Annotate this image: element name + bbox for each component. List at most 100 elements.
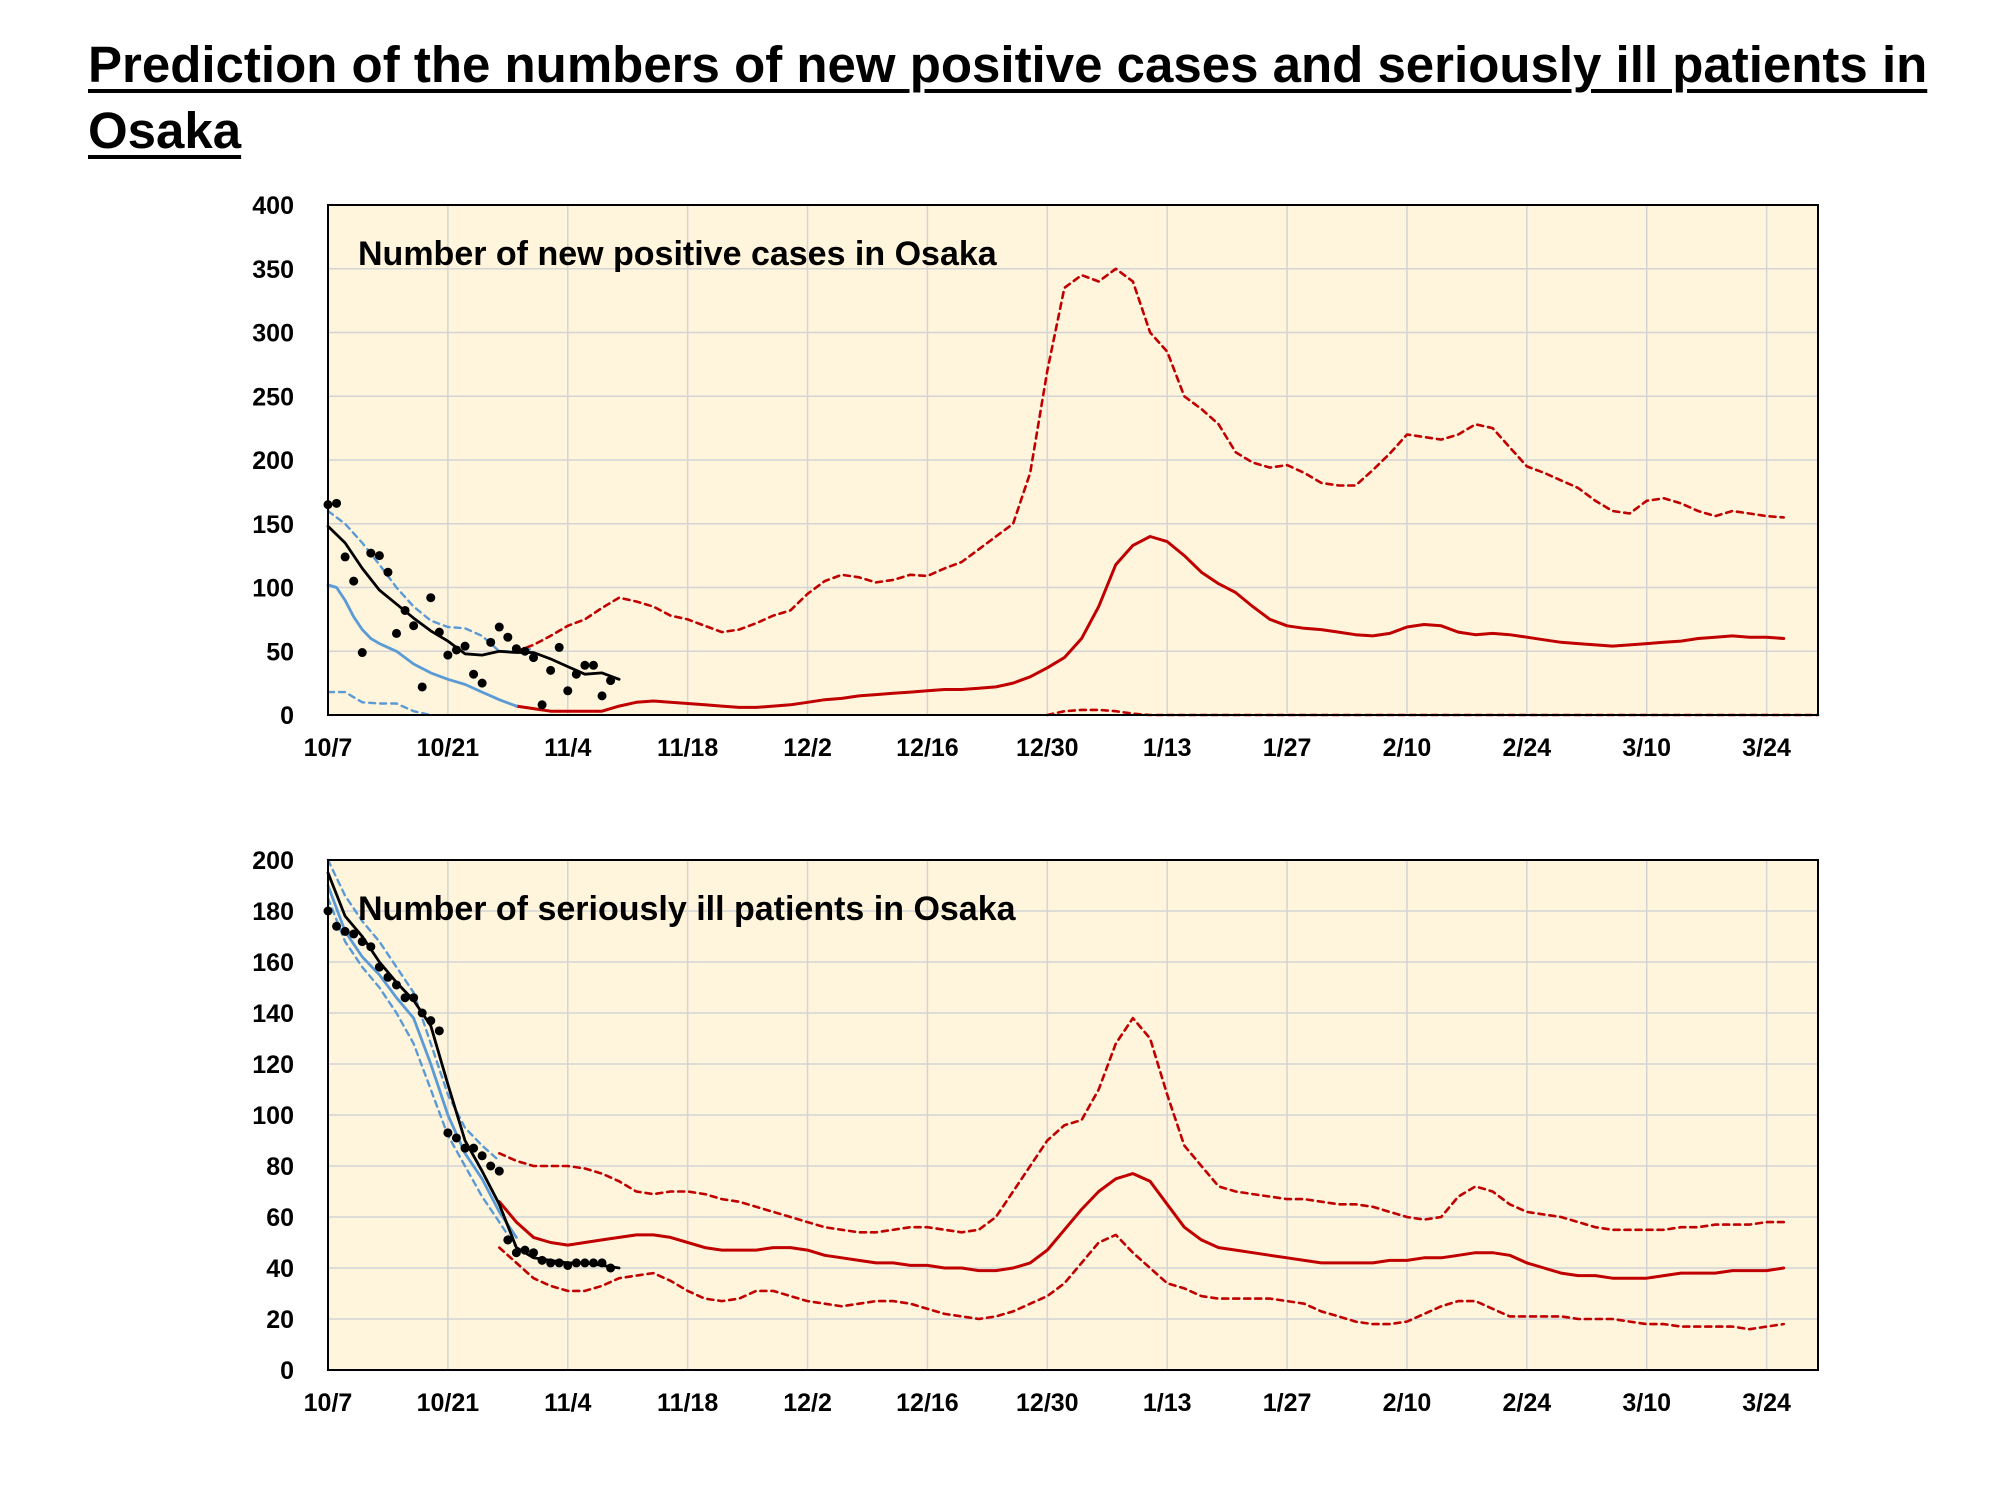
seriously-ill-patients-svg: 0 20 40 60 80 100 120 140 160 180 200 10/7 10/21 11/4…: [252, 847, 1819, 1417]
page-title: Prediction of the numbers of new positiv…: [88, 36, 1928, 159]
y-tick-label: 160: [252, 949, 294, 977]
observed-data-point: [332, 921, 342, 931]
x-tick-label: 3/24: [1742, 734, 1791, 762]
observed-data-point: [426, 593, 436, 603]
x-tick-label: 2/10: [1383, 734, 1432, 762]
observed-data-point: [486, 637, 496, 647]
x-tick-label: 12/30: [1016, 734, 1079, 762]
y-tick-label: 120: [252, 1051, 294, 1079]
observed-data-point: [588, 660, 598, 670]
x-tick-label: 2/10: [1383, 1389, 1432, 1417]
x-tick-label: 10/21: [417, 734, 480, 762]
x-tick-label: 2/24: [1503, 734, 1552, 762]
prediction-upper-line: [515, 267, 1785, 653]
observed-data-point: [571, 669, 581, 679]
observed-data-point: [588, 1258, 598, 1268]
observed-data-point: [349, 576, 359, 586]
observed-data-point: [417, 1008, 427, 1018]
x-tick-label: 12/2: [783, 1389, 832, 1417]
x-tick-label: 3/24: [1742, 1389, 1791, 1417]
x-tick-label: 3/10: [1622, 734, 1671, 762]
y-tick-label: 350: [252, 256, 294, 284]
plot-border: [327, 204, 1819, 716]
observed-data-point: [349, 929, 359, 939]
y-tick-label: 50: [266, 638, 294, 666]
x-tick-label: 11/18: [657, 1389, 718, 1417]
y-tick-label: 100: [252, 1102, 294, 1130]
observed-data-point: [332, 498, 342, 508]
observed-data-point: [409, 993, 419, 1003]
prediction-median-line: [497, 1172, 1786, 1280]
y-tick-label: 200: [252, 847, 294, 875]
observed-data-point: [537, 1255, 547, 1265]
observed-data-point: [503, 632, 513, 642]
x-tick-label: 11/18: [657, 734, 718, 762]
observed-data-point: [443, 1128, 453, 1138]
y-tick-label: 180: [252, 898, 294, 926]
x-tick-label: 12/16: [896, 1389, 959, 1417]
observed-data-point: [409, 621, 419, 631]
observed-data-point: [520, 1245, 530, 1255]
y-tick-label: 80: [266, 1153, 294, 1181]
model-fit-upper-line: [326, 858, 501, 1163]
y-tick-label: 0: [280, 702, 294, 730]
observed-data-point: [477, 678, 487, 688]
observed-data-point: [494, 622, 504, 632]
observed-data-point: [546, 665, 556, 675]
observed-data-point: [426, 1016, 436, 1026]
seriously-ill-patients-chart: 0 20 40 60 80 100 120 140 160 180 200 10/7 10/21 11/4…: [0, 845, 2000, 1445]
observed-data-point: [383, 567, 393, 577]
model-fit-upper-line: [326, 509, 535, 653]
observed-data-point: [443, 650, 453, 660]
y-tick-label: 40: [266, 1255, 294, 1283]
chart-title: Number of new positive cases in Osaka: [358, 235, 998, 273]
observed-data-point: [503, 1235, 513, 1245]
model-fit-line: [326, 884, 518, 1239]
observed-data-point: [374, 551, 384, 561]
model-fit-line: [326, 583, 518, 708]
observed-data-point: [511, 644, 521, 654]
chart-title: Number of seriously ill patients in Osak…: [358, 890, 1017, 928]
observed-data-point: [529, 653, 539, 663]
observed-data-point: [546, 1258, 556, 1268]
observed-data-point: [606, 676, 616, 686]
y-tick-label: 140: [252, 1000, 294, 1028]
observed-data-point: [374, 962, 384, 972]
x-tick-label: 2/24: [1503, 1389, 1552, 1417]
observed-data-point: [477, 1151, 487, 1161]
observed-data-point: [597, 1258, 607, 1268]
observed-data-point: [366, 942, 376, 952]
observed-data-point: [606, 1263, 616, 1273]
observed-data-point: [392, 980, 402, 990]
observed-data-point: [469, 669, 479, 679]
observed-data-point: [520, 646, 530, 656]
y-tick-label: 400: [252, 192, 294, 220]
observed-data-point: [563, 686, 573, 696]
y-tick-label: 150: [252, 511, 294, 539]
prediction-upper-line: [497, 1016, 1785, 1234]
fitted-line-line: [326, 524, 621, 681]
observed-data-point: [392, 628, 402, 638]
observed-data-point: [417, 682, 427, 692]
observed-data-point: [597, 691, 607, 701]
x-tick-label: 10/7: [304, 734, 353, 762]
y-tick-label: 60: [266, 1204, 294, 1232]
observed-data-point: [554, 642, 564, 652]
observed-data-point: [340, 926, 350, 936]
observed-data-point: [400, 993, 410, 1003]
plot-border: [327, 859, 1819, 1371]
observed-data-point: [537, 700, 547, 710]
observed-data-point: [340, 552, 350, 562]
observed-data-point: [554, 1258, 564, 1268]
observed-data-point: [434, 1026, 444, 1036]
observed-data-point: [460, 641, 470, 651]
model-fit-lower-line: [326, 897, 518, 1249]
observed-data-point: [469, 1143, 479, 1153]
x-tick-label: 1/13: [1143, 1389, 1192, 1417]
x-tick-label: 11/4: [544, 734, 591, 762]
observed-data-point: [511, 1248, 521, 1258]
x-tick-label: 12/2: [783, 734, 832, 762]
x-tick-label: 1/27: [1263, 734, 1312, 762]
y-tick-label: 20: [266, 1306, 294, 1334]
observed-data-point: [357, 648, 367, 658]
